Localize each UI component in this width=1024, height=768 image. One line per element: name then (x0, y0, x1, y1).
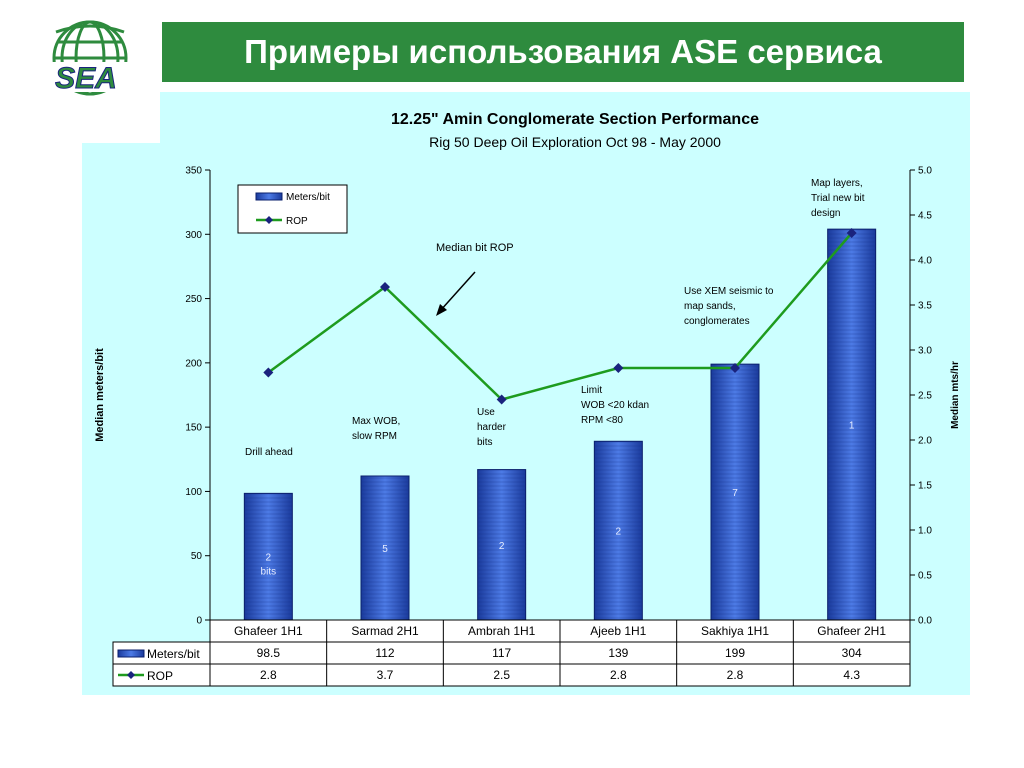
bar-texture (244, 493, 293, 620)
rop-line (267, 232, 853, 401)
legend-label-rop: ROP (286, 216, 308, 227)
table-cell-rop: 2.5 (493, 668, 510, 682)
bar-bit-count-label: 5 (382, 544, 388, 555)
table-cell-meters-bit: 98.5 (257, 646, 281, 660)
y2-tick-label: 1.0 (918, 526, 932, 537)
category-label: Ghafeer 1H1 (234, 624, 303, 638)
chart-annotation: Trial new bit (811, 193, 865, 204)
legend-line-marker (265, 216, 273, 224)
rop-marker (496, 394, 507, 405)
category-label: Sakhiya 1H1 (701, 624, 769, 638)
table-cell-rop: 3.7 (377, 668, 394, 682)
category-label: Sarmad 2H1 (351, 624, 419, 638)
y-tick-label: 250 (185, 294, 202, 305)
y-tick-label: 350 (185, 166, 202, 177)
chart-title: 12.25" Amin Conglomerate Section Perform… (391, 111, 759, 128)
y2-axis-title: Median mts/hr (950, 361, 961, 429)
chart-annotation: Max WOB, (352, 416, 400, 427)
y-axis-title: Median meters/bit (94, 348, 106, 442)
y-tick-label: 300 (185, 230, 202, 241)
y2-tick-label: 0.0 (918, 616, 932, 627)
rop-marker (613, 363, 624, 373)
table-cell-meters-bit: 199 (725, 646, 745, 660)
legend-bar-swatch (255, 192, 283, 201)
rop-marker (846, 228, 857, 238)
annotation-arrowhead (436, 304, 447, 316)
table-line-marker (127, 671, 135, 679)
chart-annotation: Use (477, 407, 495, 418)
chart-panel-top (160, 92, 970, 144)
table-cell-meters-bit: 139 (608, 646, 628, 660)
chart-annotation: bits (477, 437, 493, 448)
svg-text:SEA: SEA (55, 62, 117, 95)
chart-annotation: Map layers, (811, 178, 863, 189)
table-cell-meters-bit: 112 (375, 646, 394, 660)
table-cell-meters-bit: 304 (842, 646, 862, 660)
slide-title: Примеры использования ASE сервиса (244, 33, 882, 70)
bar-texture (477, 469, 526, 620)
y2-tick-label: 4.0 (918, 256, 932, 267)
table-cell-meters-bit: 117 (492, 646, 511, 660)
bar-texture (711, 364, 759, 620)
y2-tick-label: 2.0 (918, 436, 932, 447)
y2-tick-label: 2.5 (918, 391, 932, 402)
rop-marker (730, 363, 740, 373)
category-label: Ghafeer 2H1 (817, 624, 886, 638)
bar-bit-count-label: 1 (849, 421, 855, 432)
y2-tick-label: 3.0 (918, 346, 932, 357)
y2-tick-label: 0.5 (918, 571, 932, 582)
y-tick-label: 0 (196, 616, 202, 627)
table-cell-rop: 2.8 (727, 668, 744, 682)
y2-tick-label: 4.5 (918, 211, 932, 222)
bar-bit-count-label: 2 (499, 541, 505, 552)
chart-annotation: Drill ahead (245, 447, 293, 458)
company-logo: SEA (36, 20, 136, 96)
table-cell-rop: 2.8 (610, 668, 627, 682)
chart-annotation: RPM <80 (581, 415, 623, 426)
chart-annotation: Median bit ROP (436, 242, 514, 254)
chart-annotation: map sands, (684, 301, 736, 312)
chart-annotation: WOB <20 kdan (581, 400, 649, 411)
rop-marker (380, 282, 390, 292)
chart-annotation: Use XEM seismic to (684, 286, 774, 297)
bar-texture (827, 229, 876, 620)
chart-annotation: design (811, 208, 840, 219)
plot-area (210, 170, 910, 620)
bar-bit-count-label: 2 (616, 527, 622, 538)
bar-bit-count-label: bits (261, 567, 277, 578)
y-tick-label: 50 (191, 551, 203, 562)
bar-bit-count-label: 2 (266, 553, 272, 564)
table-row-header-meters-bit: Meters/bit (147, 647, 200, 661)
table-cell-rop: 2.8 (260, 668, 277, 682)
chart-annotation: Limit (581, 385, 602, 396)
table-cell-rop: 4.3 (843, 668, 860, 682)
chart-annotation: harder (477, 422, 507, 433)
bar-texture (361, 476, 409, 620)
category-label: Ambrah 1H1 (468, 624, 536, 638)
bar-texture (594, 441, 643, 620)
category-label: Ajeeb 1H1 (590, 624, 646, 638)
y-tick-label: 100 (185, 487, 202, 498)
chart-annotation: slow RPM (352, 431, 397, 442)
y2-tick-label: 5.0 (918, 166, 932, 177)
legend-label-meters-bit: Meters/bit (286, 192, 330, 203)
y2-tick-label: 3.5 (918, 301, 932, 312)
table-bar-swatch (117, 649, 145, 658)
slide-title-bar: Примеры использования ASE сервиса (162, 22, 964, 82)
rop-marker (263, 367, 274, 378)
y-tick-label: 150 (185, 423, 202, 434)
y2-tick-label: 1.5 (918, 481, 932, 492)
y-tick-label: 200 (185, 358, 202, 369)
table-row-header-rop: ROP (147, 669, 173, 683)
annotation-arrow (439, 271, 476, 312)
bar-bit-count-label: 7 (732, 488, 738, 499)
chart-subtitle: Rig 50 Deep Oil Exploration Oct 98 - May… (429, 134, 721, 150)
chart-annotation: conglomerates (684, 316, 750, 327)
